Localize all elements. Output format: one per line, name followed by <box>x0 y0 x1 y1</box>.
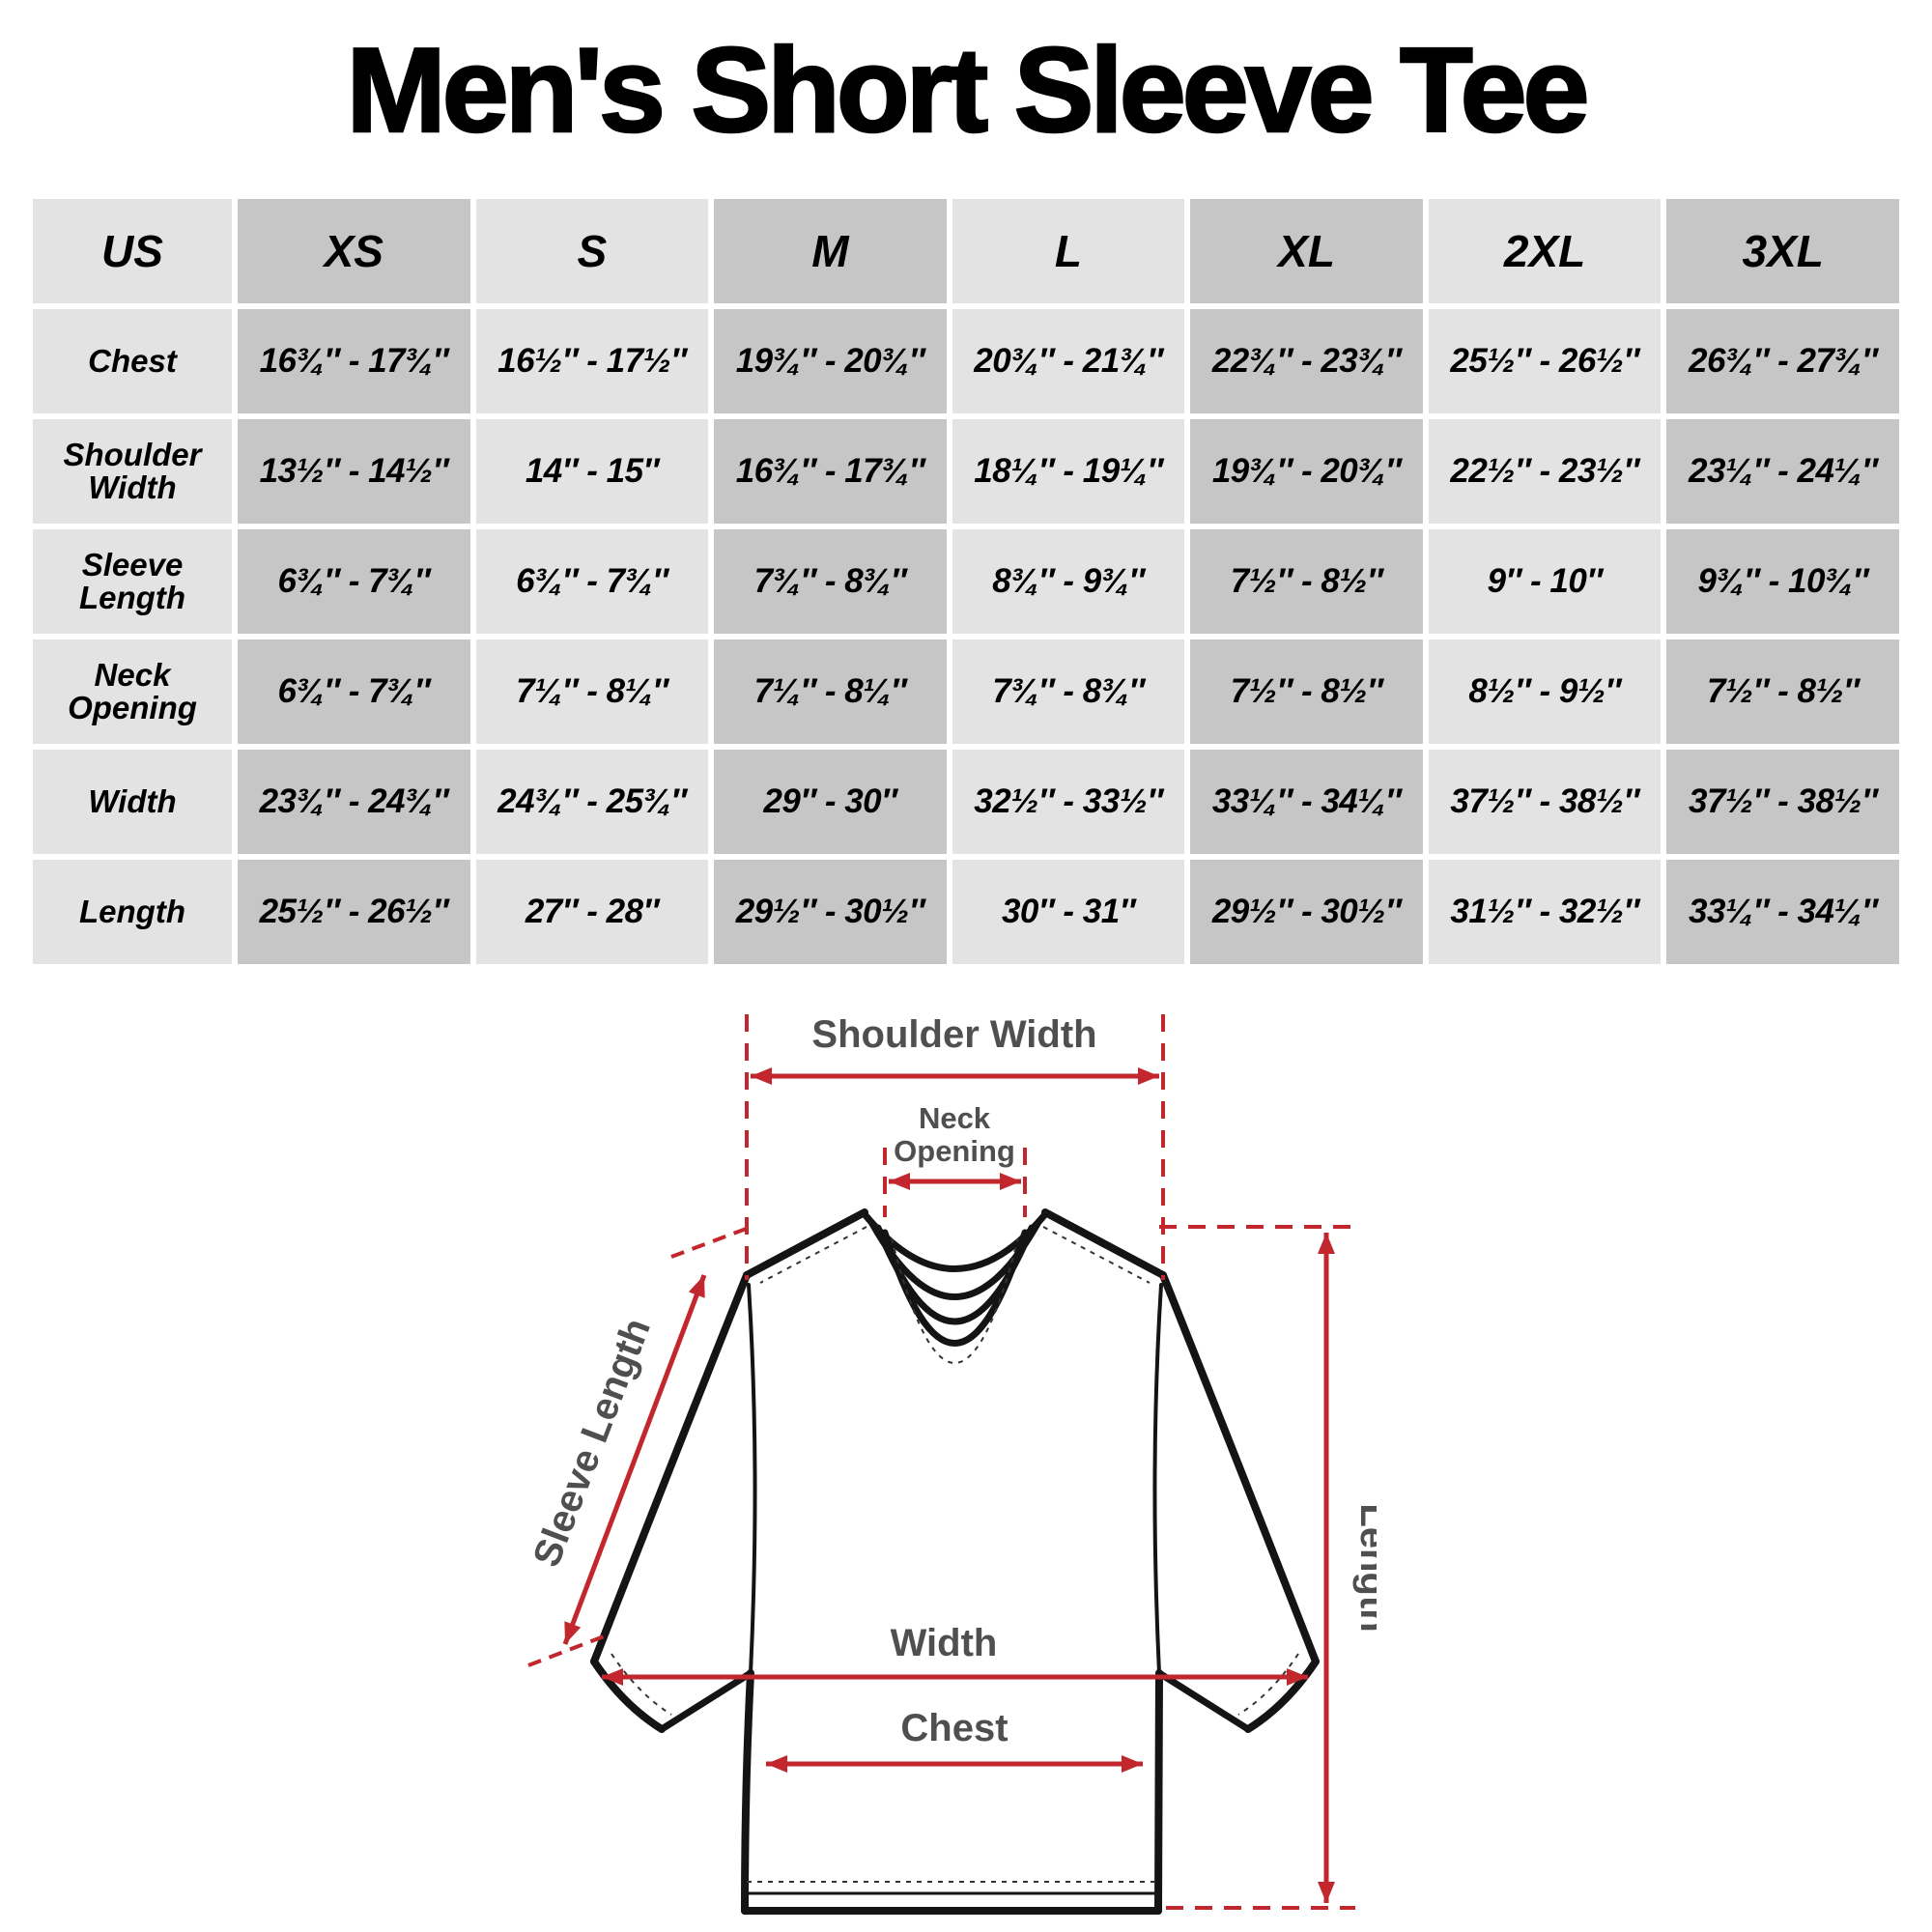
chest-xl: 22¾″ - 23¾″ <box>1190 309 1423 414</box>
col-header-s: S <box>475 199 709 304</box>
sleeve-s: 6¾″ - 7¾″ <box>475 529 709 635</box>
neck-opening-annotation: Neck Opening <box>883 1101 1027 1218</box>
sleeve-xs: 6¾″ - 7¾″ <box>238 529 470 635</box>
length-label: Length <box>1352 1504 1377 1633</box>
size-chart-table: US XS S M L XL 2XL 3XL Chest 16¾″ - 17¾″… <box>27 193 1905 970</box>
width-l: 32½″ - 33½″ <box>952 750 1185 855</box>
table-header-row: US XS S M L XL 2XL 3XL <box>33 199 1899 304</box>
length-xl: 29½″ - 30½″ <box>1190 860 1423 965</box>
neck-xl: 7½″ - 8½″ <box>1190 639 1423 745</box>
neck-xs: 6¾″ - 7¾″ <box>238 639 470 745</box>
row-label-length: Length <box>33 860 232 965</box>
length-2xl: 31½″ - 32½″ <box>1428 860 1662 965</box>
neck-opening-label-line2: Opening <box>894 1134 1015 1168</box>
shoulder-xl: 19¾″ - 20¾″ <box>1190 419 1423 525</box>
sleeve-l: 8¾″ - 9¾″ <box>952 529 1185 635</box>
sleeve-2xl: 9″ - 10″ <box>1428 529 1662 635</box>
col-header-l: L <box>952 199 1185 304</box>
row-label-sleeve-length: Sleeve Length <box>33 529 232 635</box>
col-header-3xl: 3XL <box>1666 199 1899 304</box>
neck-m: 7¼″ - 8¼″ <box>714 639 947 745</box>
shoulder-width-label: Shoulder Width <box>811 1013 1096 1056</box>
chest-annotation: Chest <box>766 1707 1143 1774</box>
shoulder-xs: 13½″ - 14½″ <box>238 419 470 525</box>
sleeve-3xl: 9¾″ - 10¾″ <box>1666 529 1899 635</box>
sleeve-length-annotation: Sleeve Length <box>526 1226 750 1668</box>
shoulder-m: 16¾″ - 17¾″ <box>714 419 947 525</box>
width-label: Width <box>891 1622 998 1664</box>
width-m: 29″ - 30″ <box>714 750 947 855</box>
neck-s: 7¼″ - 8¼″ <box>475 639 709 745</box>
width-s: 24¾″ - 25¾″ <box>475 750 709 855</box>
length-annotation: Length <box>1159 1225 1377 1911</box>
length-m: 29½″ - 30½″ <box>714 860 947 965</box>
neck-opening-label-line1: Neck <box>919 1101 991 1135</box>
col-header-2xl: 2XL <box>1428 199 1662 304</box>
col-header-xl: XL <box>1190 199 1423 304</box>
neck-3xl: 7½″ - 8½″ <box>1666 639 1899 745</box>
tshirt-measurement-diagram: Shoulder Width Neck Opening Sleeve Lengt… <box>526 1013 1377 1916</box>
shoulder-l: 18¼″ - 19¼″ <box>952 419 1185 525</box>
length-xs: 25½″ - 26½″ <box>238 860 470 965</box>
col-header-m: M <box>714 199 947 304</box>
shoulder-s: 14″ - 15″ <box>475 419 709 525</box>
col-header-xs: XS <box>238 199 470 304</box>
length-l: 30″ - 31″ <box>952 860 1185 965</box>
neck-2xl: 8½″ - 9½″ <box>1428 639 1662 745</box>
width-3xl: 37½″ - 38½″ <box>1666 750 1899 855</box>
chest-s: 16½″ - 17½″ <box>475 309 709 414</box>
shoulder-3xl: 23¼″ - 24¼″ <box>1666 419 1899 525</box>
chest-3xl: 26¾″ - 27¾″ <box>1666 309 1899 414</box>
table-row-width: Width 23¾″ - 24¾″ 24¾″ - 25¾″ 29″ - 30″ … <box>33 750 1899 855</box>
row-label-chest: Chest <box>33 309 232 414</box>
row-label-width: Width <box>33 750 232 855</box>
tshirt-outline <box>590 1208 1320 1916</box>
length-3xl: 33¼″ - 34¼″ <box>1666 860 1899 965</box>
width-annotation: Width <box>602 1622 1308 1687</box>
neck-l: 7¾″ - 8¾″ <box>952 639 1185 745</box>
chest-m: 19¾″ - 20¾″ <box>714 309 947 414</box>
width-2xl: 37½″ - 38½″ <box>1428 750 1662 855</box>
length-s: 27″ - 28″ <box>475 860 709 965</box>
sleeve-xl: 7½″ - 8½″ <box>1190 529 1423 635</box>
table-row-neck-opening: Neck Opening 6¾″ - 7¾″ 7¼″ - 8¼″ 7¼″ - 8… <box>33 639 1899 745</box>
chest-label: Chest <box>900 1707 1008 1749</box>
row-label-shoulder-width: Shoulder Width <box>33 419 232 525</box>
page-title: Men's Short Sleeve Tee <box>345 23 1591 157</box>
shoulder-width-annotation: Shoulder Width <box>745 1013 1165 1281</box>
table-row-sleeve-length: Sleeve Length 6¾″ - 7¾″ 6¾″ - 7¾″ 7¾″ - … <box>33 529 1899 635</box>
shoulder-2xl: 22½″ - 23½″ <box>1428 419 1662 525</box>
sleeve-m: 7¾″ - 8¾″ <box>714 529 947 635</box>
chest-l: 20¾″ - 21¾″ <box>952 309 1185 414</box>
width-xs: 23¾″ - 24¾″ <box>238 750 470 855</box>
width-xl: 33¼″ - 34¼″ <box>1190 750 1423 855</box>
row-label-neck-opening: Neck Opening <box>33 639 232 745</box>
chest-xs: 16¾″ - 17¾″ <box>238 309 470 414</box>
chest-2xl: 25½″ - 26½″ <box>1428 309 1662 414</box>
table-row-shoulder-width: Shoulder Width 13½″ - 14½″ 14″ - 15″ 16¾… <box>33 419 1899 525</box>
col-header-us: US <box>33 199 232 304</box>
table-row-length: Length 25½″ - 26½″ 27″ - 28″ 29½″ - 30½″… <box>33 860 1899 965</box>
table-row-chest: Chest 16¾″ - 17¾″ 16½″ - 17½″ 19¾″ - 20¾… <box>33 309 1899 414</box>
